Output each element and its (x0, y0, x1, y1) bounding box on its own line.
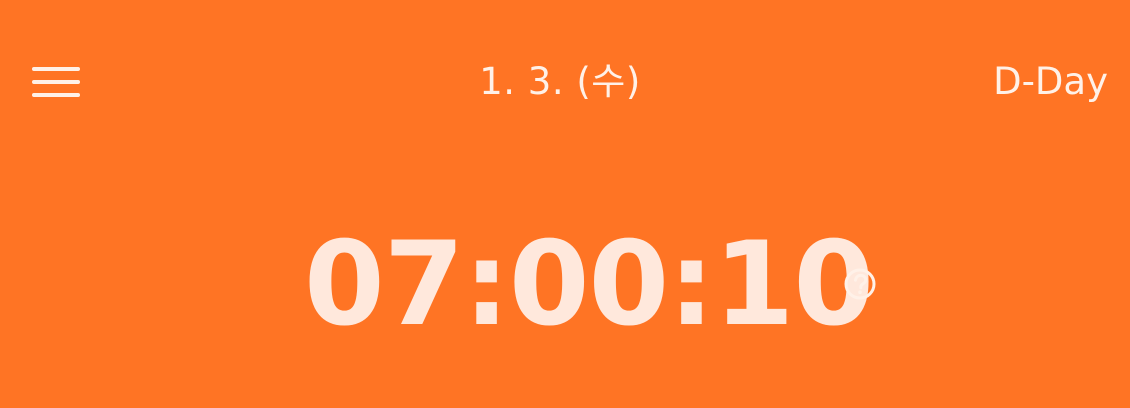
d-day-button[interactable]: D-Day (993, 60, 1108, 103)
elapsed-timer: 07:00:10 (304, 217, 874, 352)
menu-button[interactable] (24, 54, 88, 110)
question-circle-icon (844, 268, 876, 300)
menu-icon (32, 67, 80, 97)
date-title: 1. 3. (수) (479, 60, 641, 103)
timer-area: 07:00:10 (0, 200, 1130, 370)
top-bar: 1. 3. (수) D-Day (0, 0, 1130, 160)
help-button[interactable] (838, 262, 882, 306)
